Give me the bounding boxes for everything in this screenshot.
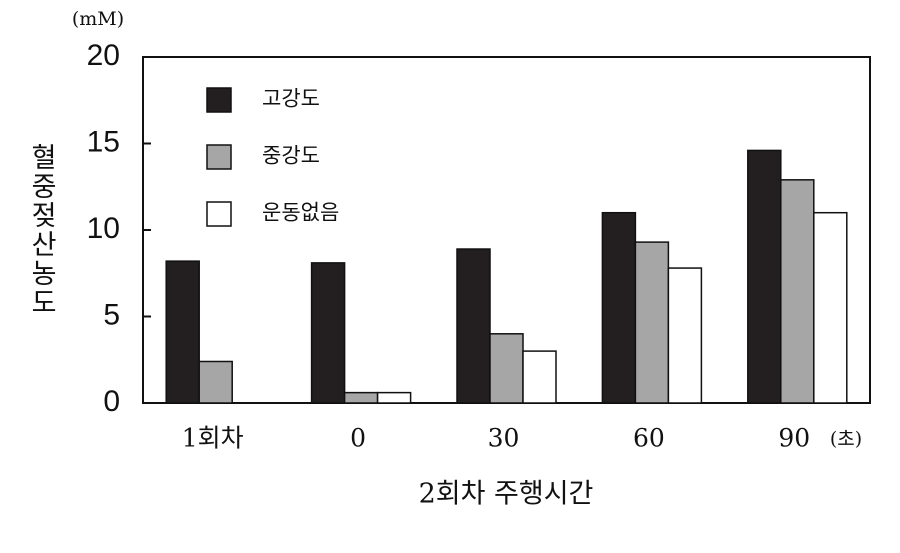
x-unit: (초) xyxy=(830,428,862,450)
legend-swatch xyxy=(206,201,232,227)
y-tick-label: 5 xyxy=(103,298,120,331)
bar xyxy=(198,360,233,404)
bar xyxy=(747,149,782,404)
x-tick-label: 30 xyxy=(488,424,520,453)
y-tick-label: 0 xyxy=(103,385,120,418)
bar xyxy=(376,391,412,404)
legend-label: 운동없음 xyxy=(262,201,339,225)
x-tick-label: 90 xyxy=(778,424,810,453)
x-tick-label: 0 xyxy=(350,424,366,453)
y-unit: (mM) xyxy=(72,8,124,30)
bar xyxy=(813,211,848,404)
bar xyxy=(522,350,557,404)
bar xyxy=(489,333,524,404)
x-tick-label: 1회차 xyxy=(182,424,244,453)
legend-swatch xyxy=(206,87,232,113)
bar xyxy=(343,391,379,404)
legend-label: 중강도 xyxy=(262,144,320,168)
bar xyxy=(667,267,703,404)
legend-swatch xyxy=(206,144,232,170)
legend-label: 고강도 xyxy=(262,87,320,111)
bar xyxy=(165,260,200,404)
bar xyxy=(310,262,346,404)
y-axis-title: 혈중젖산농도 xyxy=(26,143,57,317)
y-tick-label: 20 xyxy=(87,39,120,72)
bar xyxy=(601,211,637,404)
y-tick-label: 10 xyxy=(87,212,120,245)
y-tick-label: 15 xyxy=(87,125,120,158)
x-axis-title: 2회차 주행시간 xyxy=(419,479,594,510)
bar xyxy=(780,179,815,404)
bar xyxy=(456,248,491,404)
bar xyxy=(634,241,670,404)
x-tick-label: 60 xyxy=(633,424,665,453)
